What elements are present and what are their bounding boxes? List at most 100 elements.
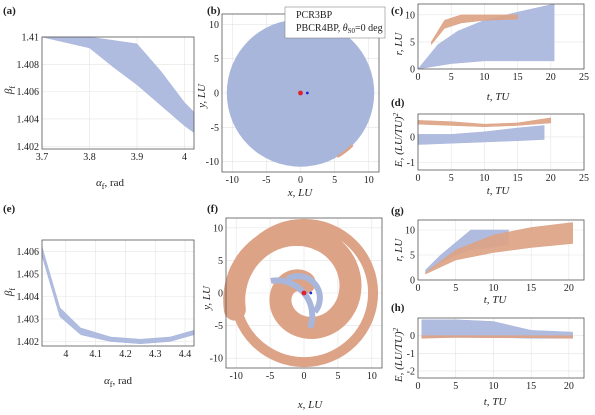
y-tick-label: -10 — [210, 354, 223, 365]
plot-a: 3.7 3.8 3.9 4 1.41 1.408 1.406 1.404 1.402 — [17, 33, 195, 163]
plot-g: 0 5 10 15 20 0 5 10 — [405, 219, 585, 294]
x-tick-label: 10 — [479, 72, 489, 83]
x-tick-label: 0 — [302, 371, 307, 382]
y-tick-label: 1.403 — [17, 314, 40, 325]
axes-frame — [41, 239, 195, 347]
x-tick-label: 20 — [546, 173, 556, 184]
x-tick-label: 10 — [364, 175, 374, 186]
plot-c: 0 5 10 15 20 25 0 5 10 — [405, 3, 589, 83]
y-tick-label: 1.402 — [17, 142, 40, 153]
x-tick-label: 25 — [579, 173, 589, 184]
y-tick-label: -2 — [407, 366, 415, 377]
panel-f-ylabel: y, LU — [201, 285, 213, 311]
x-tick-label: 3.7 — [36, 152, 49, 163]
y-tick-label: 10 — [405, 10, 415, 21]
series-band-pcr3bp — [417, 3, 555, 70]
y-tick-label: 0 — [410, 132, 415, 143]
panel-f-xlabel: x, LU — [297, 399, 324, 411]
panel-b-ylabel: y, LU — [196, 83, 208, 109]
panel-b-label: (b) — [207, 5, 221, 17]
x-tick-label: 4 — [63, 349, 68, 360]
x-tick-label: 20 — [564, 381, 574, 392]
y-tick-label: 1.405 — [17, 269, 40, 280]
x-tick-label: 15 — [513, 173, 523, 184]
x-tick-label: -10 — [230, 371, 243, 382]
trajectory-edge-pbcr4bp — [336, 144, 354, 158]
series-band-pcr3bp — [41, 36, 195, 134]
y-tick-label: 5 — [214, 54, 219, 65]
y-tick-label: -1 — [407, 349, 415, 360]
x-tick-label: -10 — [226, 175, 239, 186]
panel-d-ylabel: E, (LU/TU)2 — [392, 112, 405, 168]
series-band-pbcr4bp — [421, 335, 573, 339]
legend-entry-pcr3bp: PCR3BP — [296, 10, 333, 21]
axes-frame — [225, 217, 383, 369]
x-tick-label: 0 — [416, 283, 421, 294]
series-band-pcr3bp — [41, 246, 195, 344]
axes-frame — [417, 219, 585, 281]
panel-e-xlabel: αf, rad — [104, 375, 132, 389]
panel-a: (a) 3.7 3.8 3.9 4 1.41 1.408 1.406 1.404 1.402 α… — [3, 5, 195, 191]
panel-e-label: (e) — [3, 203, 16, 215]
plot-e: 4 4.1 4.2 4.3 4.4 1.406 1.405 1.404 1.403 1.402 — [17, 239, 195, 360]
plot-d: 0 5 10 15 20 250-1 — [407, 113, 589, 184]
panel-c-xlabel: t, TU — [487, 91, 511, 103]
x-tick-label: 0 — [416, 381, 421, 392]
x-tick-label: 10 — [367, 371, 377, 382]
trajectory-outer-pbcr4bp — [229, 218, 379, 368]
panel-h-xlabel: t, TU — [484, 396, 508, 408]
y-tick-label: 5 — [218, 256, 223, 267]
axes-frame — [41, 36, 195, 150]
x-tick-label: 5 — [449, 72, 454, 83]
panel-c: (c) 0 5 10 15 20 25 0 5 10 t, TU r, LU — [391, 3, 589, 103]
y-tick-label: -10 — [206, 157, 219, 168]
y-tick-label: 5 — [410, 37, 415, 48]
x-tick-label: 5 — [335, 371, 340, 382]
panel-a-xlabel: αf, rad — [96, 177, 124, 191]
y-tick-label: 1.408 — [17, 60, 40, 71]
panel-g-xlabel: t, TU — [484, 294, 508, 306]
x-tick-label: 0 — [416, 173, 421, 184]
panel-c-label: (c) — [391, 5, 404, 17]
panel-f-label: (f) — [207, 203, 218, 215]
axes-frame — [417, 317, 585, 379]
x-tick-label: 5 — [453, 283, 458, 294]
panel-g: (g) 0 5 10 15 20 0 5 10 t, TU r, LU — [391, 205, 585, 306]
x-tick-label: 15 — [526, 381, 536, 392]
y-tick-label: 1.406 — [17, 247, 40, 258]
x-tick-label: 5 — [449, 173, 454, 184]
plot-b: -10 -5 0 5 10 10 5 0 -5 -10 — [206, 13, 380, 186]
trajectory-arc-pcr3bp — [285, 273, 323, 314]
x-tick-label: 3.8 — [83, 152, 96, 163]
legend: PCR3BP PBCR4BP, θS0=0 deg — [284, 6, 386, 39]
x-tick-label: 0 — [416, 72, 421, 83]
trajectory-spiral-pbcr4bp — [223, 223, 362, 340]
axes-frame — [417, 3, 585, 70]
legend-box — [284, 6, 386, 39]
y-tick-label: -1 — [407, 158, 415, 169]
plot-h: 0 5 10 15 20 0 -1 -2 — [407, 317, 585, 392]
y-tick-label: 0 — [410, 331, 415, 342]
y-tick-label: 10 — [213, 223, 223, 234]
panel-d: (d) 0 5 10 15 20 250-1 t, TU E, (LU/TU)2 — [391, 97, 589, 197]
panel-e: (e) 4 4.1 4.2 4.3 4.4 1.406 1.405 1.404 1.403 1.4… — [3, 203, 195, 389]
panel-b: (b) -10 -5 0 5 10 10 5 0 -5 -10 PCR3BP PBCR4BP, θ… — [196, 5, 386, 199]
x-tick-label: 0 — [298, 175, 303, 186]
x-tick-label: 25 — [579, 72, 589, 83]
x-tick-label: 4.2 — [119, 349, 132, 360]
x-tick-label: 5 — [453, 381, 458, 392]
legend-entry-pbcr4bp: PBCR4BP, θS0=0 deg — [296, 23, 383, 35]
panel-d-label: (d) — [391, 97, 405, 109]
y-tick-label: 0 — [218, 289, 223, 300]
earth-marker — [301, 290, 307, 296]
x-tick-label: 3.9 — [131, 152, 144, 163]
series-band-pbcr4bp — [431, 14, 518, 46]
y-tick-label: 0 — [410, 276, 415, 287]
x-tick-label: 10 — [488, 283, 498, 294]
y-tick-label: 1.402 — [17, 337, 40, 348]
y-tick-label: 5 — [410, 251, 415, 262]
moon-marker — [309, 291, 313, 295]
panel-h: (h) 0 5 10 15 20 0 -1 -2 t, TU E, (LU/TU)2 — [391, 302, 585, 408]
y-tick-label: 1.404 — [17, 292, 40, 303]
x-tick-label: 10 — [479, 173, 489, 184]
